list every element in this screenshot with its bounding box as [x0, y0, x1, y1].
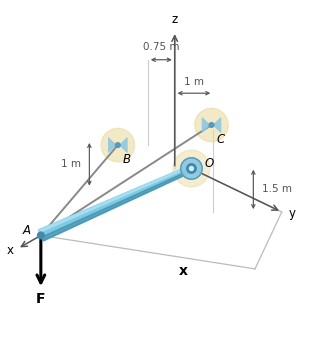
Circle shape: [173, 150, 210, 187]
Text: C: C: [216, 133, 225, 146]
Text: A: A: [23, 224, 31, 237]
Polygon shape: [38, 165, 193, 241]
Circle shape: [195, 108, 228, 142]
Circle shape: [101, 128, 134, 162]
Text: x: x: [7, 244, 14, 257]
Circle shape: [116, 143, 120, 147]
Polygon shape: [42, 170, 193, 241]
Text: B: B: [123, 153, 131, 166]
Circle shape: [187, 164, 196, 173]
Circle shape: [181, 158, 202, 179]
Text: z: z: [172, 13, 178, 26]
Text: F: F: [36, 292, 46, 306]
Polygon shape: [39, 166, 191, 233]
Polygon shape: [120, 138, 127, 152]
Circle shape: [209, 123, 214, 127]
Circle shape: [38, 232, 44, 239]
Text: 1.5 m: 1.5 m: [262, 184, 292, 194]
Polygon shape: [202, 118, 210, 132]
Text: 1 m: 1 m: [61, 159, 81, 169]
Text: y: y: [289, 207, 295, 220]
Text: 0.75 m: 0.75 m: [143, 42, 179, 52]
Text: 1 m: 1 m: [184, 76, 204, 87]
Polygon shape: [109, 138, 116, 152]
Text: x: x: [178, 264, 187, 278]
Circle shape: [190, 166, 194, 171]
Text: O: O: [205, 157, 214, 170]
Polygon shape: [213, 118, 221, 132]
